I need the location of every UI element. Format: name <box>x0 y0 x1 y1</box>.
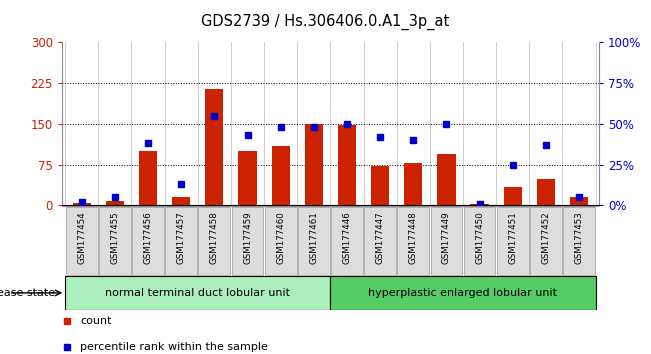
Text: GSM177455: GSM177455 <box>111 211 119 264</box>
Text: GSM177461: GSM177461 <box>309 211 318 264</box>
FancyBboxPatch shape <box>199 207 230 275</box>
Text: GSM177454: GSM177454 <box>77 211 86 264</box>
Text: GSM177447: GSM177447 <box>376 211 385 264</box>
Text: normal terminal duct lobular unit: normal terminal duct lobular unit <box>105 288 290 298</box>
Text: GSM177452: GSM177452 <box>542 211 550 264</box>
Text: disease state: disease state <box>0 288 59 298</box>
Bar <box>205 88 223 205</box>
Bar <box>172 197 190 205</box>
FancyBboxPatch shape <box>331 276 596 310</box>
Text: GSM177453: GSM177453 <box>575 211 583 264</box>
FancyBboxPatch shape <box>232 207 264 275</box>
Bar <box>570 197 588 205</box>
FancyBboxPatch shape <box>66 207 98 275</box>
Bar <box>139 151 157 205</box>
Text: hyperplastic enlarged lobular unit: hyperplastic enlarged lobular unit <box>368 288 557 298</box>
Text: GSM177458: GSM177458 <box>210 211 219 264</box>
Text: GSM177449: GSM177449 <box>442 211 451 264</box>
Bar <box>73 202 91 205</box>
Bar <box>471 204 489 205</box>
Text: count: count <box>80 316 112 326</box>
Bar <box>437 154 456 205</box>
Text: GSM177448: GSM177448 <box>409 211 418 264</box>
Bar <box>105 201 124 205</box>
Bar <box>537 179 555 205</box>
FancyBboxPatch shape <box>430 207 462 275</box>
Bar <box>338 125 356 205</box>
FancyBboxPatch shape <box>99 207 131 275</box>
FancyBboxPatch shape <box>65 276 331 310</box>
Text: GSM177450: GSM177450 <box>475 211 484 264</box>
Text: GSM177457: GSM177457 <box>176 211 186 264</box>
Text: GSM177451: GSM177451 <box>508 211 518 264</box>
Text: GDS2739 / Hs.306406.0.A1_3p_at: GDS2739 / Hs.306406.0.A1_3p_at <box>201 14 450 30</box>
Bar <box>504 187 522 205</box>
FancyBboxPatch shape <box>397 207 429 275</box>
FancyBboxPatch shape <box>530 207 562 275</box>
FancyBboxPatch shape <box>265 207 297 275</box>
Text: percentile rank within the sample: percentile rank within the sample <box>80 342 268 352</box>
Text: GSM177459: GSM177459 <box>243 211 252 264</box>
FancyBboxPatch shape <box>331 207 363 275</box>
FancyBboxPatch shape <box>364 207 396 275</box>
FancyBboxPatch shape <box>563 207 595 275</box>
FancyBboxPatch shape <box>132 207 164 275</box>
FancyBboxPatch shape <box>165 207 197 275</box>
Bar <box>238 151 256 205</box>
FancyBboxPatch shape <box>464 207 495 275</box>
Bar <box>271 145 290 205</box>
Text: GSM177460: GSM177460 <box>276 211 285 264</box>
Text: GSM177456: GSM177456 <box>143 211 152 264</box>
Bar <box>371 166 389 205</box>
FancyBboxPatch shape <box>497 207 529 275</box>
Bar <box>305 124 323 205</box>
Text: GSM177446: GSM177446 <box>342 211 352 264</box>
Bar <box>404 163 422 205</box>
FancyBboxPatch shape <box>298 207 329 275</box>
